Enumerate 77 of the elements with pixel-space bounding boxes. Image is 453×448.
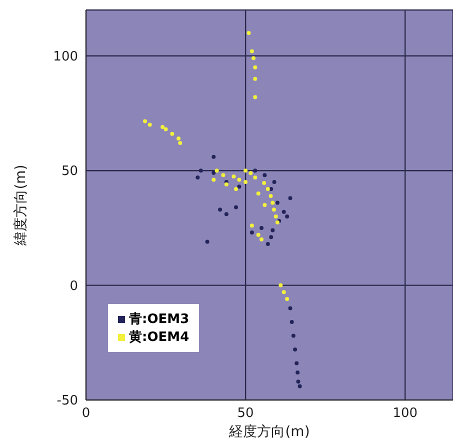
point bbox=[256, 232, 260, 237]
point bbox=[294, 361, 299, 366]
point bbox=[296, 380, 300, 384]
point bbox=[253, 95, 258, 100]
point bbox=[176, 136, 181, 140]
point bbox=[272, 180, 276, 184]
x-tick-label: 100 bbox=[392, 406, 418, 422]
point bbox=[282, 210, 286, 214]
point bbox=[285, 297, 290, 302]
point bbox=[268, 194, 273, 198]
point bbox=[293, 348, 298, 352]
point bbox=[266, 186, 270, 191]
point bbox=[143, 119, 148, 124]
point bbox=[260, 237, 264, 242]
y-axis-title: 緯度方向(m) bbox=[12, 164, 29, 246]
point bbox=[253, 168, 258, 173]
y-tick-label: 0 bbox=[70, 278, 78, 294]
point bbox=[262, 180, 266, 185]
point bbox=[224, 212, 228, 216]
point bbox=[266, 242, 270, 246]
point bbox=[262, 203, 267, 207]
legend-label: 青:OEM3 bbox=[128, 311, 190, 328]
point bbox=[246, 30, 251, 35]
point bbox=[212, 170, 216, 175]
point bbox=[196, 175, 200, 180]
point bbox=[212, 154, 216, 159]
point bbox=[218, 208, 222, 212]
point bbox=[237, 178, 242, 182]
point bbox=[178, 141, 182, 146]
point bbox=[270, 228, 275, 232]
point bbox=[282, 290, 286, 294]
point bbox=[253, 65, 258, 70]
point bbox=[170, 132, 174, 136]
x-axis-title: 経度方向(m) bbox=[228, 424, 310, 440]
point bbox=[278, 283, 283, 288]
point bbox=[270, 200, 275, 205]
point bbox=[256, 192, 260, 196]
point bbox=[148, 122, 152, 127]
point bbox=[285, 214, 290, 218]
point bbox=[160, 125, 165, 129]
y-tick-label: 100 bbox=[53, 49, 78, 64]
point bbox=[288, 306, 292, 310]
point bbox=[244, 180, 248, 184]
point bbox=[234, 186, 238, 191]
point bbox=[164, 127, 168, 132]
point bbox=[205, 240, 210, 244]
point bbox=[198, 168, 203, 173]
point bbox=[262, 173, 267, 178]
y-tick-label: 50 bbox=[61, 164, 78, 180]
point bbox=[253, 175, 258, 180]
point bbox=[253, 76, 258, 81]
point bbox=[288, 196, 292, 200]
y-tick-label: -50 bbox=[56, 394, 78, 409]
point bbox=[298, 384, 302, 388]
legend-label: 黄:OEM4 bbox=[128, 329, 190, 346]
point bbox=[274, 214, 278, 218]
point bbox=[296, 370, 300, 374]
x-tick-label: 0 bbox=[82, 406, 90, 422]
point bbox=[275, 200, 280, 205]
point bbox=[269, 235, 274, 240]
point bbox=[237, 184, 242, 189]
point bbox=[252, 56, 256, 60]
point bbox=[250, 49, 254, 54]
point bbox=[260, 226, 264, 230]
point bbox=[250, 224, 254, 228]
point bbox=[250, 230, 254, 235]
point bbox=[214, 168, 219, 173]
point bbox=[221, 173, 226, 178]
point bbox=[290, 320, 294, 324]
point bbox=[234, 205, 238, 210]
point bbox=[291, 334, 296, 338]
point bbox=[248, 171, 253, 176]
point bbox=[212, 178, 216, 182]
point bbox=[244, 168, 248, 173]
point bbox=[272, 208, 276, 212]
point bbox=[232, 174, 236, 179]
x-tick-label: 50 bbox=[237, 406, 254, 422]
